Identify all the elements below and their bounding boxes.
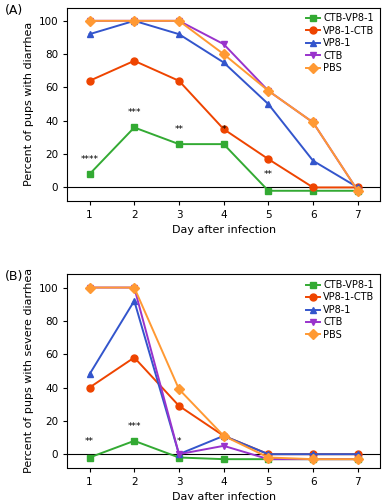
PBS <box>356 456 360 462</box>
CTB <box>221 41 226 47</box>
VP8-1-CTB <box>311 451 315 457</box>
Line: CTB: CTB <box>86 18 361 194</box>
CTB <box>356 456 360 462</box>
Text: ***: *** <box>127 422 141 431</box>
VP8-1-CTB <box>177 78 181 84</box>
CTB-VP8-1 <box>266 456 271 462</box>
Line: PBS: PBS <box>86 284 361 463</box>
PBS <box>132 18 137 24</box>
CTB-VP8-1 <box>311 188 315 194</box>
CTB-VP8-1 <box>311 456 315 462</box>
CTB <box>266 88 271 94</box>
CTB <box>177 451 181 457</box>
Line: VP8-1-CTB: VP8-1-CTB <box>86 354 361 458</box>
VP8-1 <box>311 451 315 457</box>
CTB-VP8-1 <box>221 141 226 147</box>
PBS <box>221 51 226 57</box>
CTB <box>311 456 315 462</box>
VP8-1 <box>311 158 315 164</box>
VP8-1-CTB <box>132 354 137 360</box>
CTB-VP8-1 <box>356 456 360 462</box>
Legend: CTB-VP8-1, VP8-1-CTB, VP8-1, CTB, PBS: CTB-VP8-1, VP8-1-CTB, VP8-1, CTB, PBS <box>302 10 378 77</box>
CTB-VP8-1 <box>87 171 92 177</box>
PBS <box>266 454 271 460</box>
Line: VP8-1: VP8-1 <box>86 298 361 458</box>
Text: **: ** <box>174 125 184 134</box>
VP8-1 <box>132 298 137 304</box>
VP8-1 <box>177 451 181 457</box>
CTB-VP8-1 <box>177 141 181 147</box>
CTB-VP8-1 <box>132 438 137 444</box>
PBS <box>177 386 181 392</box>
VP8-1-CTB <box>311 184 315 190</box>
VP8-1-CTB <box>356 184 360 190</box>
CTB-VP8-1 <box>266 188 271 194</box>
CTB <box>266 456 271 462</box>
PBS <box>87 18 92 24</box>
Text: **: ** <box>264 170 273 179</box>
Legend: CTB-VP8-1, VP8-1-CTB, VP8-1, CTB, PBS: CTB-VP8-1, VP8-1-CTB, VP8-1, CTB, PBS <box>302 276 378 344</box>
CTB <box>87 18 92 24</box>
Text: **: ** <box>85 437 94 446</box>
VP8-1 <box>177 31 181 37</box>
VP8-1-CTB <box>87 78 92 84</box>
VP8-1 <box>221 433 226 439</box>
Line: CTB: CTB <box>86 284 361 463</box>
VP8-1 <box>356 184 360 190</box>
PBS <box>221 433 226 439</box>
CTB <box>221 443 226 449</box>
CTB-VP8-1 <box>132 124 137 130</box>
VP8-1-CTB <box>132 58 137 64</box>
VP8-1 <box>132 18 137 24</box>
Line: VP8-1: VP8-1 <box>86 18 361 191</box>
CTB-VP8-1 <box>356 188 360 194</box>
VP8-1-CTB <box>266 451 271 457</box>
PBS <box>266 88 271 94</box>
X-axis label: Day after infection: Day after infection <box>172 492 276 500</box>
PBS <box>177 18 181 24</box>
Text: (A): (A) <box>5 4 23 16</box>
PBS <box>311 456 315 462</box>
PBS <box>356 188 360 194</box>
VP8-1-CTB <box>356 451 360 457</box>
Text: ***: *** <box>127 108 141 118</box>
VP8-1-CTB <box>221 126 226 132</box>
PBS <box>132 284 137 290</box>
Text: (B): (B) <box>5 270 23 283</box>
VP8-1-CTB <box>177 403 181 409</box>
Y-axis label: Percent of pups with severe diarrhea: Percent of pups with severe diarrhea <box>24 268 35 474</box>
CTB <box>87 284 92 290</box>
VP8-1-CTB <box>266 156 271 162</box>
VP8-1-CTB <box>221 433 226 439</box>
CTB <box>132 18 137 24</box>
X-axis label: Day after infection: Day after infection <box>172 226 276 235</box>
CTB <box>132 284 137 290</box>
CTB <box>311 120 315 126</box>
CTB-VP8-1 <box>87 454 92 460</box>
CTB <box>177 18 181 24</box>
VP8-1 <box>87 371 92 377</box>
Text: *: * <box>222 125 226 134</box>
VP8-1 <box>356 451 360 457</box>
PBS <box>87 284 92 290</box>
Y-axis label: Percent of pups with diarrhea: Percent of pups with diarrhea <box>24 22 35 186</box>
Text: *: * <box>177 437 181 446</box>
Line: CTB-VP8-1: CTB-VP8-1 <box>86 438 361 462</box>
Line: CTB-VP8-1: CTB-VP8-1 <box>86 124 361 194</box>
PBS <box>311 120 315 126</box>
VP8-1 <box>266 451 271 457</box>
Line: PBS: PBS <box>86 18 361 194</box>
CTB-VP8-1 <box>177 454 181 460</box>
VP8-1-CTB <box>87 384 92 390</box>
VP8-1 <box>87 31 92 37</box>
Line: VP8-1-CTB: VP8-1-CTB <box>86 58 361 191</box>
VP8-1 <box>266 101 271 107</box>
VP8-1 <box>221 60 226 66</box>
CTB-VP8-1 <box>221 456 226 462</box>
Text: ****: **** <box>81 155 99 164</box>
CTB <box>356 188 360 194</box>
